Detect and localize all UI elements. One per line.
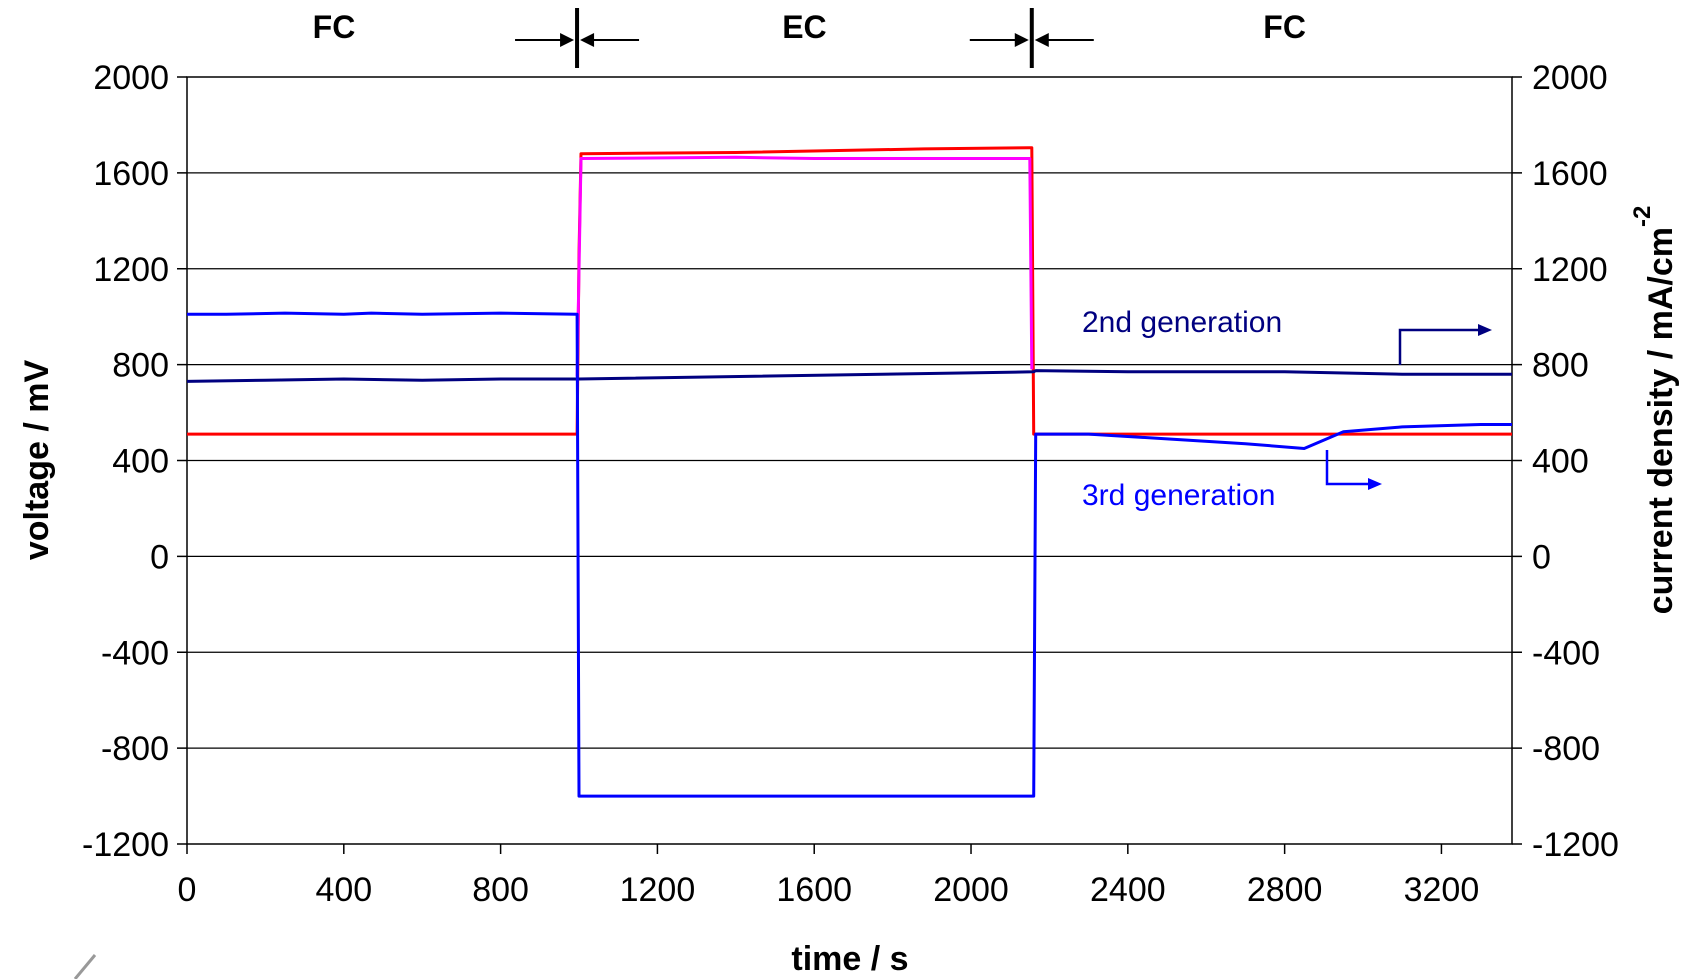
y-tick-label-right: 800 bbox=[1532, 347, 1589, 385]
x-tick-label: 800 bbox=[472, 871, 529, 909]
x-tick-label: 3200 bbox=[1404, 871, 1480, 909]
annotation-2nd-generation-arrow bbox=[1398, 328, 1480, 365]
annotation-3rd-generation: 3rd generation bbox=[1082, 450, 1382, 512]
series-line-1 bbox=[187, 146, 1512, 436]
phase-label: FC bbox=[1263, 9, 1306, 45]
annotation-2nd-generation: 2nd generation bbox=[1082, 306, 1492, 365]
series-line-2 bbox=[575, 155, 1034, 377]
y-tick-label-left: 800 bbox=[112, 347, 169, 385]
y-axis-title-right-superscript: -2 bbox=[1629, 206, 1656, 227]
y-tick-label-right: -1200 bbox=[1532, 826, 1619, 864]
phase-arrowhead-left bbox=[1014, 33, 1029, 47]
y-tick-label-right: 1200 bbox=[1532, 251, 1608, 289]
y-tick-label-right: 2000 bbox=[1532, 59, 1608, 97]
annotation-2nd-generation-arrowhead bbox=[1478, 324, 1492, 336]
corner-mark bbox=[73, 954, 97, 979]
x-axis-title: time / s bbox=[791, 940, 908, 978]
phase-markers: FC EC FC bbox=[313, 8, 1306, 68]
y-tick-label-right: 400 bbox=[1532, 443, 1589, 481]
series-lines bbox=[186, 146, 1512, 798]
phase-arrowhead-left bbox=[560, 33, 575, 47]
annotation-3rd-generation-arrow bbox=[1325, 450, 1370, 486]
y-tick-label-left: -800 bbox=[101, 730, 169, 768]
y-tick-label-right: 1600 bbox=[1532, 155, 1608, 193]
x-tick-label: 1600 bbox=[776, 871, 852, 909]
y-tick-label-right: -400 bbox=[1532, 634, 1600, 672]
phase-label: FC bbox=[313, 9, 356, 45]
y-tick-label-right: -800 bbox=[1532, 730, 1600, 768]
annotation-3rd-generation-arrowhead bbox=[1368, 478, 1382, 490]
y-tick-label-left: 1200 bbox=[93, 251, 169, 289]
phase-arrowhead-right bbox=[1034, 33, 1049, 47]
y-axis-title-right-main: current density / mA/cm bbox=[1642, 227, 1680, 614]
y-tick-label-left: -400 bbox=[101, 634, 169, 672]
x-tick-label: 1200 bbox=[620, 871, 696, 909]
series-line-3 bbox=[186, 369, 1512, 383]
y-axis-title-right: current density / mA/cm-2 bbox=[1629, 206, 1680, 615]
ticks: 2000 2000 1600 1600 1200 1200 800 800 400 400 0 0 -4… bbox=[82, 59, 1619, 909]
annotation-3rd-generation-label: 3rd generation bbox=[1082, 479, 1275, 512]
gridlines bbox=[187, 172, 1512, 749]
phase-arrowhead-right bbox=[580, 33, 595, 47]
y-tick-label-left: 0 bbox=[150, 538, 169, 576]
y-tick-label-left: 400 bbox=[112, 443, 169, 481]
x-tick-label: 2000 bbox=[933, 871, 1009, 909]
x-tick-label: 2400 bbox=[1090, 871, 1166, 909]
y-tick-label-right: 0 bbox=[1532, 538, 1551, 576]
x-tick-label: 400 bbox=[315, 871, 372, 909]
y-axis-title-left: voltage / mV bbox=[18, 360, 56, 561]
series-line-4 bbox=[187, 311, 1512, 798]
x-tick-label: 0 bbox=[178, 871, 197, 909]
y-tick-label-left: 2000 bbox=[93, 59, 169, 97]
y-tick-label-left: 1600 bbox=[93, 155, 169, 193]
annotation-2nd-generation-label: 2nd generation bbox=[1082, 306, 1282, 339]
y-tick-label-left: -1200 bbox=[82, 826, 169, 864]
x-tick-label: 2800 bbox=[1247, 871, 1323, 909]
phase-label: EC bbox=[782, 9, 826, 45]
